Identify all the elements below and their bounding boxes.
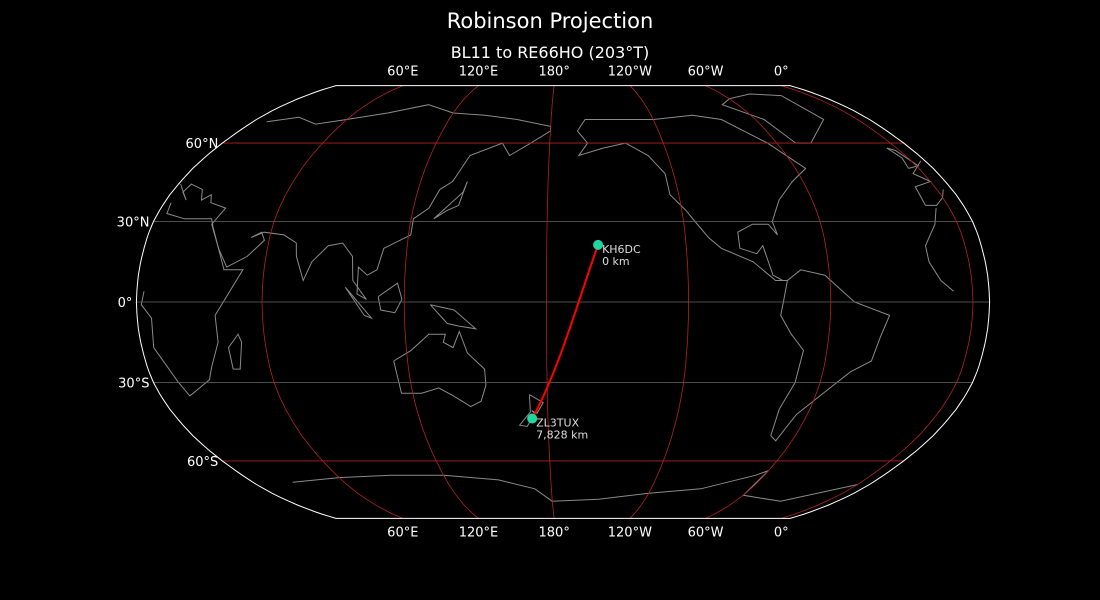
graticule [136, 85, 990, 519]
longitude-label-top: 60°W [688, 65, 724, 80]
great-circle-path [531, 244, 600, 420]
meridian-line [546, 85, 555, 519]
coastline [429, 304, 478, 330]
longitude-label-bottom: 60°W [688, 525, 724, 540]
graticule-labels: 60°N 30°N 0° 30°S 60°S 60°E 60°E 120°E 120°E 180°… [117, 65, 789, 541]
coastline [227, 333, 243, 370]
coastline [344, 286, 374, 320]
station-distance: 7,828 km [536, 429, 588, 442]
station-callsign: ZL3TUX [536, 417, 579, 430]
longitude-label-top: 120°E [459, 65, 499, 80]
coastline [393, 330, 487, 408]
coastline [721, 93, 825, 144]
coastline [576, 114, 807, 281]
coastline [140, 202, 954, 397]
meridian-line [629, 85, 690, 519]
latitude-label: 60°S [187, 455, 218, 470]
longitude-label-top: 120°W [608, 65, 652, 80]
longitude-label-bottom: 60°E [387, 525, 418, 540]
coastline [292, 470, 858, 502]
longitude-label-top: 180° [539, 65, 570, 80]
meridian-line [705, 85, 832, 519]
station-callsign: KH6DC [602, 243, 641, 256]
meridian-line [261, 85, 403, 519]
meridian-line [781, 85, 974, 519]
map-boundary [135, 85, 991, 519]
coastline [433, 181, 468, 220]
coastline [770, 269, 891, 442]
latitude-label: 30°S [118, 376, 149, 391]
latitude-label: 0° [118, 296, 133, 311]
coastline [377, 282, 403, 314]
map-subtitle: BL11 to RE66HO (203°T) [450, 43, 650, 62]
meridian-line [403, 85, 479, 519]
longitude-label-bottom: 180° [539, 525, 570, 540]
longitude-label-bottom: 120°W [608, 525, 652, 540]
latitude-label: 30°N [117, 216, 150, 231]
latitude-label: 60°N [186, 137, 219, 152]
station-marker [527, 413, 538, 424]
longitude-label-top: 60°E [387, 65, 418, 80]
map-title: Robinson Projection [446, 9, 654, 33]
station-distance: 0 km [602, 255, 630, 268]
longitude-label-bottom: 0° [774, 525, 789, 540]
station-marker [593, 239, 604, 250]
longitude-label-bottom: 120°E [459, 525, 499, 540]
longitude-label-top: 0° [774, 65, 789, 80]
